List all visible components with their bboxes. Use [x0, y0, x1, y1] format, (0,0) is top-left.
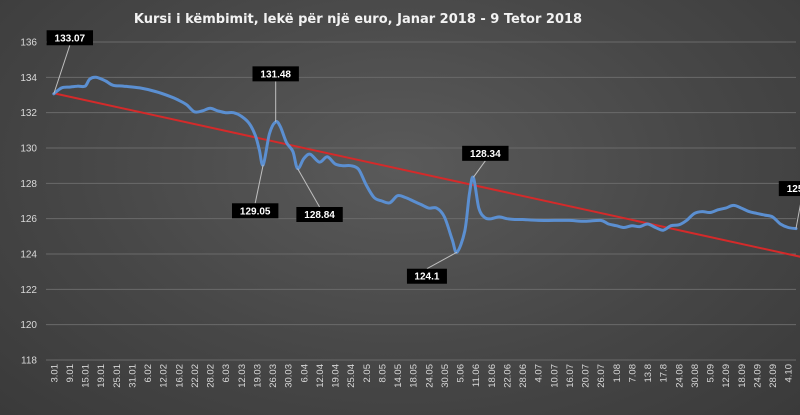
x-tick-label: 20.07 — [581, 364, 592, 388]
x-tick-label: 19.03 — [252, 364, 263, 388]
x-tick-label: 15.01 — [81, 364, 92, 388]
callout-label: 128.84 — [304, 210, 335, 221]
callout-leader-line — [53, 45, 71, 94]
y-tick-label: 130 — [20, 144, 37, 155]
callout-label: 133.07 — [55, 33, 86, 44]
y-tick-label: 118 — [21, 356, 37, 367]
callout-box — [252, 66, 299, 82]
x-tick-label: 4.10 — [784, 364, 795, 383]
x-tick-label: 25.01 — [112, 364, 123, 388]
x-tick-label: 12.09 — [721, 364, 732, 388]
x-tick-label: 14.05 — [393, 364, 404, 388]
y-tick-label: 124 — [20, 250, 37, 261]
linear-trendline — [53, 92, 800, 258]
x-tick-label: 2.05 — [362, 364, 373, 383]
x-tick-label: 26.07 — [596, 364, 607, 388]
x-tick-label: 25.04 — [346, 364, 357, 388]
x-tick-label: 30.03 — [284, 364, 295, 388]
y-tick-label: 126 — [20, 214, 37, 225]
callout-box — [406, 268, 447, 284]
callout-leader-line — [297, 168, 320, 208]
data-callout: 124.1 — [406, 251, 458, 284]
x-tick-label: 5.06 — [456, 364, 467, 383]
callout-layer: 133.07 131.48 129.05 128.84 128.34 124.1 125.4… — [46, 30, 800, 284]
y-tick-label: 128 — [20, 179, 37, 190]
callout-label: 129.05 — [240, 206, 271, 217]
x-tick-label: 12.02 — [159, 364, 170, 388]
y-tick-label: 122 — [20, 285, 37, 296]
callout-leader-line — [426, 251, 458, 270]
x-tick-label: 19.01 — [96, 364, 107, 388]
x-tick-label: 12.04 — [315, 364, 326, 388]
x-tick-label: 16.07 — [565, 364, 576, 388]
x-tick-label: 22.06 — [502, 364, 513, 388]
callout-label: 131.48 — [260, 69, 291, 80]
x-tick-label: 18.05 — [409, 364, 420, 388]
chart-title: Kursi i këmbimit, lekë për një euro, Jan… — [134, 12, 582, 27]
x-tick-label: 30.05 — [440, 364, 451, 388]
data-callout: 133.07 — [46, 30, 94, 94]
x-tick-label: 17.8 — [659, 364, 670, 383]
data-callout: 128.84 — [296, 168, 343, 222]
data-callout: 129.05 — [231, 164, 279, 219]
x-tick-label: 13.8 — [643, 364, 654, 383]
data-callout: 125.44 — [778, 181, 800, 229]
x-tick-label: 6.03 — [221, 364, 232, 383]
callout-box — [462, 145, 509, 161]
x-tick-label: 26.03 — [268, 364, 279, 388]
y-axis-tick-labels: 118 120 122 124 126 128 130 132 134 136 — [20, 38, 37, 367]
x-tick-label: 24.05 — [424, 364, 435, 388]
x-tick-label: 8.05 — [377, 364, 388, 383]
y-tick-label: 132 — [20, 108, 37, 119]
callout-box — [46, 30, 94, 46]
callout-box — [231, 203, 279, 219]
x-tick-label: 6.02 — [143, 364, 154, 383]
x-tick-label: 28.09 — [768, 364, 779, 388]
callout-label: 128.34 — [470, 149, 501, 160]
x-tick-label: 28.06 — [518, 364, 529, 388]
x-tick-label: 3.01 — [49, 364, 60, 383]
trendline-layer — [53, 92, 800, 258]
callout-leader-line — [472, 160, 486, 178]
x-tick-label: 22.02 — [190, 364, 201, 388]
x-tick-label: 10.07 — [549, 364, 560, 388]
callout-box — [778, 181, 800, 197]
callout-leader-line — [254, 164, 264, 204]
series-layer — [52, 75, 798, 254]
x-tick-label: 24.09 — [752, 364, 763, 388]
data-callout: 131.48 — [252, 66, 299, 122]
y-tick-label: 136 — [20, 38, 37, 49]
x-tick-label: 28.02 — [206, 364, 217, 388]
x-tick-label: 6.04 — [299, 364, 310, 383]
gridlines — [46, 41, 796, 361]
x-tick-label: 1.08 — [612, 364, 623, 383]
y-tick-label: 120 — [20, 320, 37, 331]
x-tick-label: 18.06 — [487, 364, 498, 388]
x-tick-label: 18.09 — [737, 364, 748, 388]
callout-leader-line — [795, 204, 800, 229]
data-callout: 128.34 — [462, 145, 509, 178]
x-tick-label: 7.08 — [627, 364, 638, 383]
x-tick-label: 16.02 — [174, 364, 185, 388]
y-tick-label: 134 — [20, 73, 37, 84]
callout-label: 124.1 — [414, 272, 439, 283]
x-tick-label: 31.01 — [127, 364, 138, 388]
x-tick-label: 11.06 — [471, 364, 482, 387]
x-tick-label: 19.04 — [331, 364, 342, 388]
callout-box — [296, 206, 343, 222]
x-tick-label: 9.01 — [65, 364, 76, 383]
x-tick-label: 12.03 — [237, 364, 248, 388]
x-tick-label: 5.09 — [706, 364, 717, 383]
x-tick-label: 30.08 — [690, 364, 701, 388]
x-axis-tick-labels: 3.01 9.01 15.01 19.01 25.01 31.01 6.02 12.02 16.… — [49, 364, 794, 388]
callout-label: 125.44 — [787, 184, 800, 195]
x-tick-label: 4.07 — [534, 364, 545, 383]
exchange-rate-series-line — [52, 75, 798, 254]
x-tick-label: 24.08 — [674, 364, 685, 388]
